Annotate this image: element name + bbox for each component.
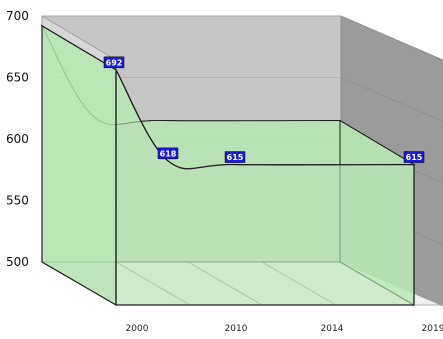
y-tick-label: 500 (6, 255, 29, 269)
data-label: 615 (406, 153, 423, 162)
x-axis-ticks: 2000 2010 2014 2019 (126, 324, 443, 334)
y-tick-label: 550 (6, 194, 29, 208)
side-gridline-650 (340, 77, 443, 122)
data-label-box (103, 56, 125, 69)
area-front-face (115, 67, 415, 306)
data-label: 615 (227, 153, 244, 162)
data-label: 692 (106, 58, 123, 67)
y-axis-ticks: 700 650 600 550 500 (6, 9, 29, 269)
x-tick-label: 2000 (126, 324, 149, 334)
x-tick-label: 2010 (225, 324, 248, 334)
x-tick-label: 2014 (321, 324, 344, 334)
data-label-box (403, 151, 425, 163)
side-gridline-700 (340, 15, 443, 61)
data-label-box (224, 151, 246, 163)
area-series (40, 24, 416, 307)
y-tick-label: 650 (6, 71, 29, 85)
data-label-box (157, 147, 179, 160)
y-tick-label: 700 (6, 9, 29, 23)
data-labels: 692 618 615 615 (103, 56, 425, 163)
y-tick-label: 600 (6, 132, 29, 146)
data-label: 618 (160, 149, 177, 158)
x-tick-label: 2019 (422, 324, 443, 334)
